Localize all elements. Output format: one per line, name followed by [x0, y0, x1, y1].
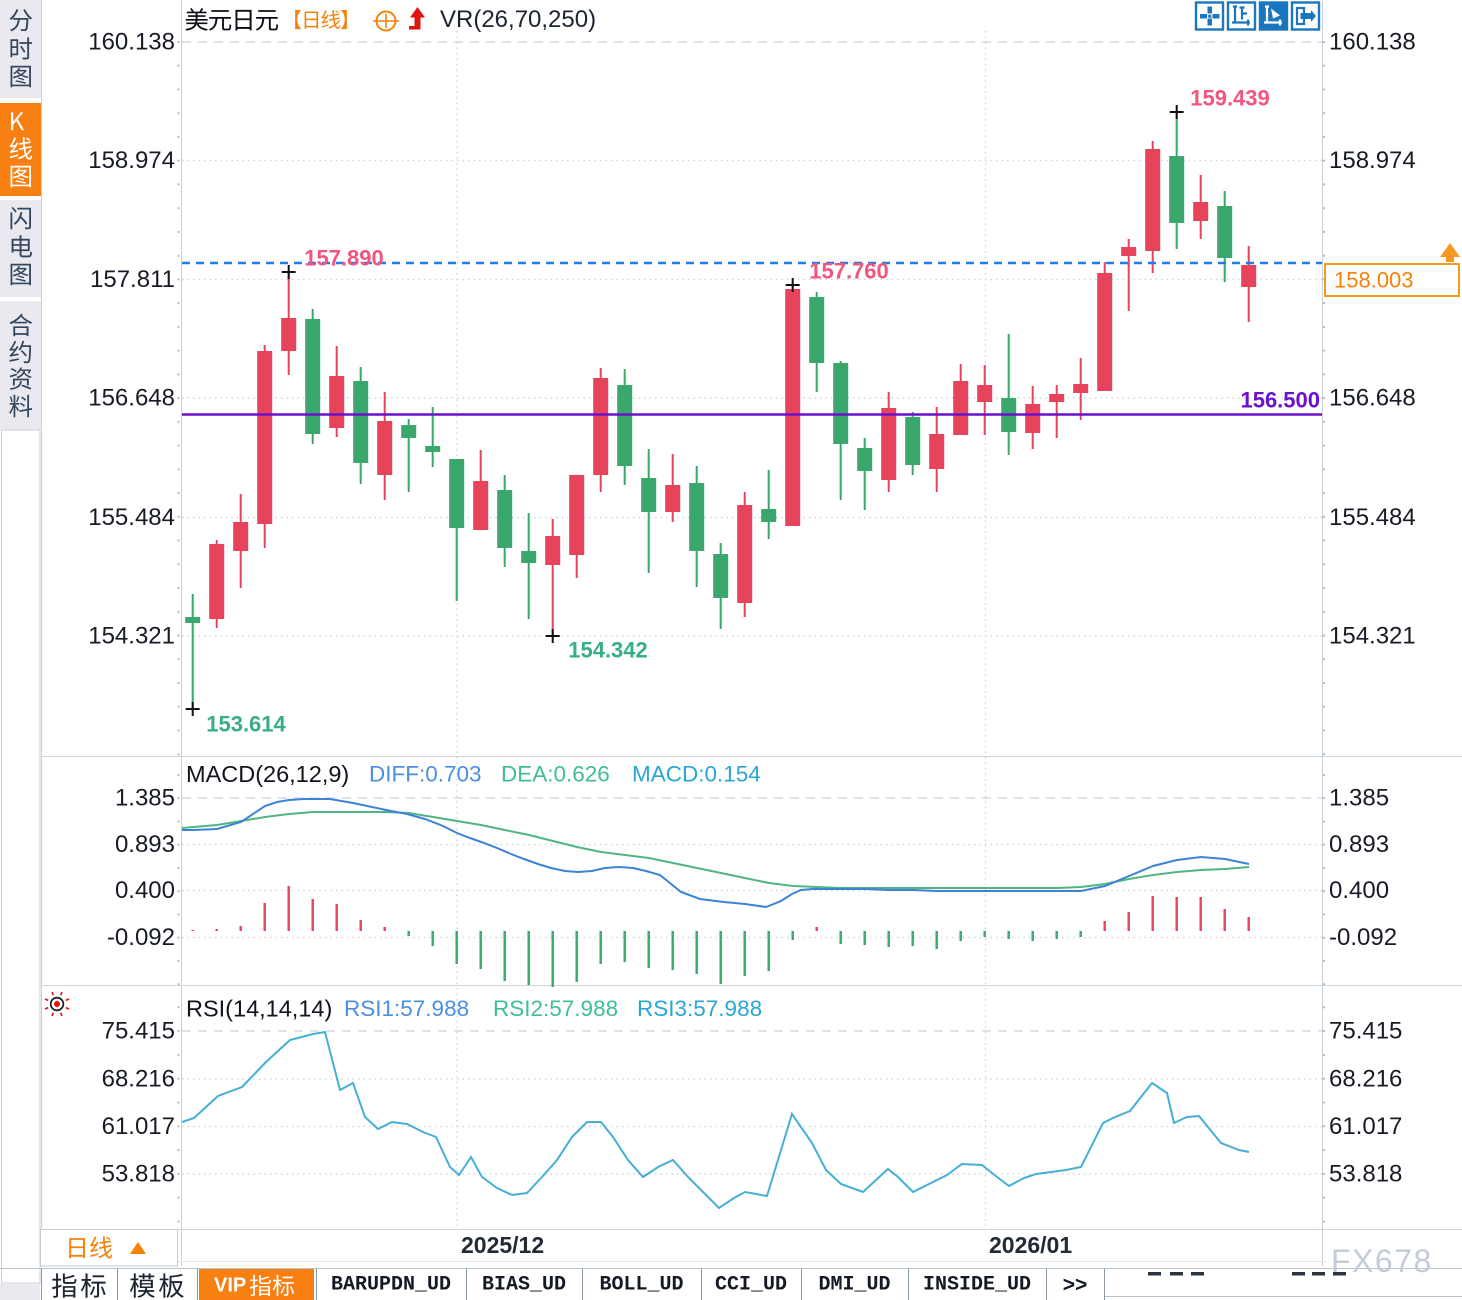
svg-text:MACD(26,12,9): MACD(26,12,9): [186, 761, 349, 787]
svg-text:53.818: 53.818: [1329, 1161, 1402, 1188]
svg-text:158.974: 158.974: [88, 147, 175, 174]
svg-text:2025/12: 2025/12: [461, 1232, 544, 1258]
svg-text:VR(26,70,250): VR(26,70,250): [440, 6, 596, 33]
svg-text:157.890: 157.890: [304, 246, 384, 271]
svg-text:156.648: 156.648: [1329, 385, 1416, 412]
svg-text:155.484: 155.484: [1329, 504, 1416, 531]
svg-text:INSIDE_UD: INSIDE_UD: [923, 1274, 1031, 1297]
svg-text:154.321: 154.321: [1329, 623, 1416, 650]
svg-text:0.400: 0.400: [115, 877, 175, 904]
svg-text:75.415: 75.415: [102, 1018, 175, 1045]
svg-text:154.321: 154.321: [88, 623, 175, 650]
svg-text:1.385: 1.385: [115, 785, 175, 812]
svg-text:160.138: 160.138: [88, 29, 175, 56]
svg-text:DIFF:0.703: DIFF:0.703: [369, 762, 482, 787]
svg-text:61.017: 61.017: [1329, 1113, 1402, 1140]
svg-text:156.648: 156.648: [88, 385, 175, 412]
svg-text:0.893: 0.893: [1329, 831, 1389, 858]
svg-text:RSI2:57.988: RSI2:57.988: [493, 996, 618, 1021]
svg-text:53.818: 53.818: [102, 1161, 175, 1188]
svg-text:DMI_UD: DMI_UD: [818, 1274, 890, 1297]
svg-text:75.415: 75.415: [1329, 1018, 1402, 1045]
svg-text:RSI1:57.988: RSI1:57.988: [344, 996, 469, 1021]
svg-text:153.614: 153.614: [206, 712, 286, 737]
svg-text:BARUPDN_UD: BARUPDN_UD: [331, 1274, 451, 1297]
svg-text:DEA:0.626: DEA:0.626: [501, 762, 610, 787]
svg-text:VIP: VIP: [214, 1275, 246, 1297]
svg-text:157.811: 157.811: [90, 266, 175, 293]
svg-text:-0.092: -0.092: [107, 924, 175, 951]
svg-text:0.400: 0.400: [1329, 877, 1389, 904]
svg-text:160.138: 160.138: [1329, 29, 1416, 56]
svg-text:-0.092: -0.092: [1329, 924, 1397, 951]
svg-text:CCI_UD: CCI_UD: [715, 1274, 787, 1297]
svg-text:61.017: 61.017: [102, 1113, 175, 1140]
svg-text:FX678: FX678: [1331, 1243, 1433, 1279]
svg-text:>>: >>: [1063, 1274, 1088, 1297]
svg-text:2026/01: 2026/01: [989, 1232, 1072, 1258]
svg-text:155.484: 155.484: [88, 504, 175, 531]
svg-text:RSI(14,14,14): RSI(14,14,14): [186, 996, 332, 1022]
svg-text:157.760: 157.760: [809, 259, 889, 284]
svg-text:MACD:0.154: MACD:0.154: [632, 762, 761, 787]
svg-text:154.342: 154.342: [568, 638, 648, 663]
svg-text:68.216: 68.216: [102, 1066, 175, 1093]
svg-text:156.500: 156.500: [1240, 388, 1320, 413]
svg-text:68.216: 68.216: [1329, 1066, 1402, 1093]
svg-text:159.439: 159.439: [1190, 86, 1270, 111]
svg-text:BIAS_UD: BIAS_UD: [482, 1274, 566, 1297]
svg-text:0.893: 0.893: [115, 831, 175, 858]
svg-text:158.974: 158.974: [1329, 147, 1416, 174]
svg-text:RSI3:57.988: RSI3:57.988: [637, 996, 762, 1021]
svg-text:BOLL_UD: BOLL_UD: [599, 1274, 683, 1297]
svg-text:158.003: 158.003: [1334, 268, 1414, 293]
svg-text:1.385: 1.385: [1329, 785, 1389, 812]
